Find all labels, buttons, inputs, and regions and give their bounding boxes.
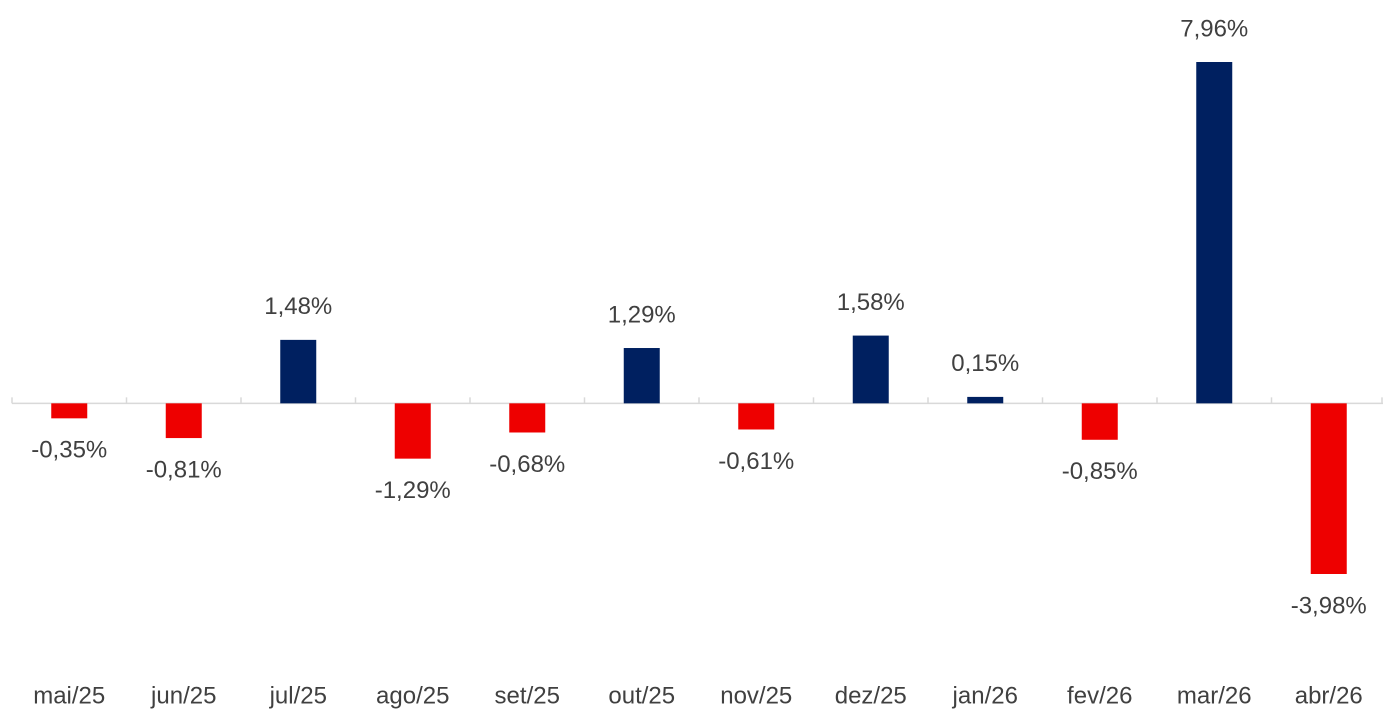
x-tick-label: jun/25 <box>150 682 216 709</box>
x-tick-label: abr/26 <box>1295 682 1363 709</box>
data-label: 1,48% <box>264 293 332 320</box>
bar <box>623 348 660 404</box>
data-label: -0,68% <box>489 451 565 478</box>
x-tick-label: out/25 <box>608 682 675 709</box>
bar <box>1310 403 1347 574</box>
bar <box>509 403 546 433</box>
x-tick-label: mar/26 <box>1177 682 1252 709</box>
bar <box>967 396 1004 404</box>
x-tick-label: ago/25 <box>376 682 449 709</box>
data-label: -0,35% <box>31 437 107 464</box>
data-label: 0,15% <box>951 350 1019 377</box>
data-label: -0,85% <box>1062 458 1138 485</box>
bar <box>394 403 431 459</box>
data-label: 1,29% <box>608 301 676 328</box>
bar <box>1196 62 1233 404</box>
x-tick-label: dez/25 <box>835 682 907 709</box>
data-label: -3,98% <box>1291 592 1367 619</box>
x-tick-label: jul/25 <box>269 682 327 709</box>
x-tick-label: fev/26 <box>1067 682 1132 709</box>
bar <box>852 335 889 404</box>
x-tick-label: set/25 <box>495 682 560 709</box>
data-label: -0,61% <box>718 448 794 475</box>
data-label: -0,81% <box>146 456 222 483</box>
data-label: 7,96% <box>1180 15 1248 42</box>
bar <box>1081 403 1118 440</box>
x-tick-label: nov/25 <box>720 682 792 709</box>
bar <box>165 403 202 439</box>
bar <box>51 403 88 419</box>
data-label: -1,29% <box>375 477 451 504</box>
data-label: 1,58% <box>837 289 905 316</box>
bar <box>738 403 775 430</box>
x-tick-label: jan/26 <box>952 682 1018 709</box>
bar <box>280 339 317 404</box>
x-tick-label: mai/25 <box>33 682 105 709</box>
